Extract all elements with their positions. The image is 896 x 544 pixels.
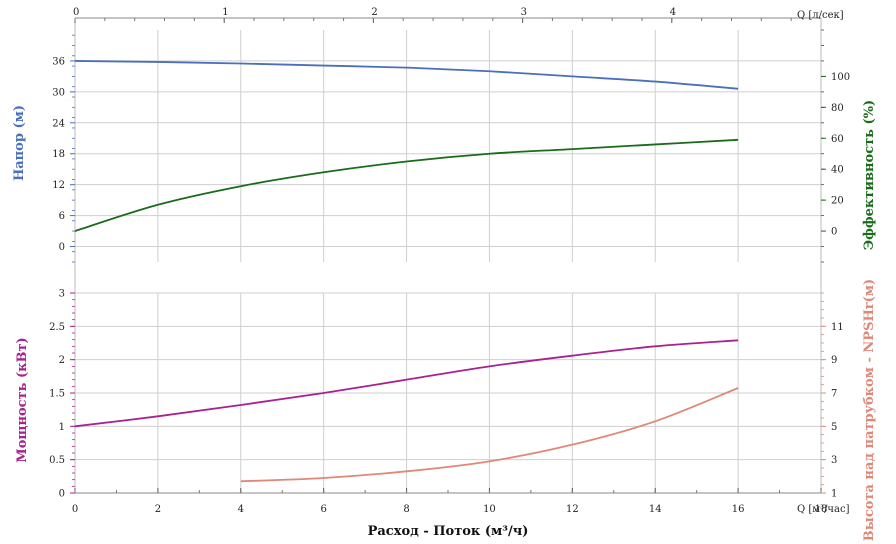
bottom-axis-tick-label: 16 — [732, 504, 745, 515]
power-axis-title: Мощность (кВт) — [15, 337, 30, 462]
top-axis-tick-label: 1 — [222, 7, 228, 18]
head-axis-title: Напор (м) — [12, 105, 27, 181]
bottom-axis-label: Q [м³/час] — [797, 504, 850, 515]
bottom-axis-tick-label: 18 — [815, 504, 828, 515]
power-axis-tick-label: 0 — [59, 489, 65, 500]
ticks: 0 1 2 3 40 2 4 6 8 10 12 14 16 1806121824303602040608… — [49, 7, 850, 515]
npshr-axis-tick-label: 11 — [831, 322, 844, 333]
head-axis-tick-label: 18 — [52, 149, 65, 160]
npshr-axis-tick-label: 3 — [831, 455, 837, 466]
power-axis-tick-label: 0.5 — [49, 455, 65, 466]
bottom-axis-tick-label: 8 — [403, 504, 409, 515]
grid — [75, 30, 822, 494]
head-axis-tick-label: 30 — [52, 87, 65, 98]
npshr-axis-tick-label: 9 — [831, 355, 837, 366]
efficiency-axis-tick-label: 40 — [831, 165, 844, 176]
bottom-axis-tick-label: 10 — [483, 504, 496, 515]
head-axis-tick-label: 6 — [59, 211, 65, 222]
head-axis-tick-label: 36 — [52, 56, 65, 67]
bottom-axis-tick-label: 4 — [238, 504, 244, 515]
efficiency-axis-tick-label: 0 — [831, 227, 837, 238]
top-axis-tick-label: 3 — [521, 7, 527, 18]
lower-curve-2 — [240, 387, 739, 483]
curves — [74, 60, 739, 483]
head-axis-tick-label: 0 — [59, 242, 65, 253]
power-axis-tick-label: 3 — [59, 289, 65, 300]
efficiency-axis-tick-label: 60 — [831, 134, 844, 145]
efficiency-axis-title: Эффективность (%) — [862, 100, 877, 250]
top-axis-tick-label: 4 — [670, 7, 676, 18]
npshr-axis-tick-label: 5 — [831, 422, 837, 433]
bottom-axis-tick-label: 14 — [649, 504, 662, 515]
upper-curve-1 — [74, 60, 739, 90]
power-axis-tick-label: 1.5 — [49, 389, 65, 400]
power-axis-tick-label: 1 — [59, 422, 65, 433]
top-axis-label: Q [л/сек] — [797, 10, 844, 21]
npshr-axis-tick-label: 7 — [831, 389, 837, 400]
npshr-axis-title: Высота над патрубком - NPSHr(м) — [862, 279, 877, 541]
efficiency-axis-tick-label: 80 — [831, 103, 844, 114]
top-axis-tick-label: 2 — [371, 7, 377, 18]
bottom-axis-tick-label: 2 — [155, 504, 161, 515]
power-axis-tick-label: 2 — [59, 355, 65, 366]
top-axis-tick-label: 0 — [73, 7, 79, 18]
bottom-axis-tick-label: 12 — [566, 504, 579, 515]
efficiency-axis-tick-label: 100 — [831, 72, 850, 83]
head-axis-tick-label: 24 — [52, 118, 65, 129]
head-axis-tick-label: 12 — [52, 180, 65, 191]
lower-curve-1 — [74, 339, 739, 428]
upper-curve-2 — [74, 138, 739, 232]
plot-frame — [74, 17, 822, 494]
power-axis-tick-label: 2.5 — [49, 322, 65, 333]
bottom-axis-tick-label: 0 — [72, 504, 78, 515]
efficiency-axis-tick-label: 20 — [831, 196, 844, 207]
x-axis-title: Расход - Поток (м³/ч) — [368, 524, 529, 539]
bottom-axis-tick-label: 6 — [320, 504, 326, 515]
npshr-axis-tick-label: 1 — [831, 489, 837, 500]
